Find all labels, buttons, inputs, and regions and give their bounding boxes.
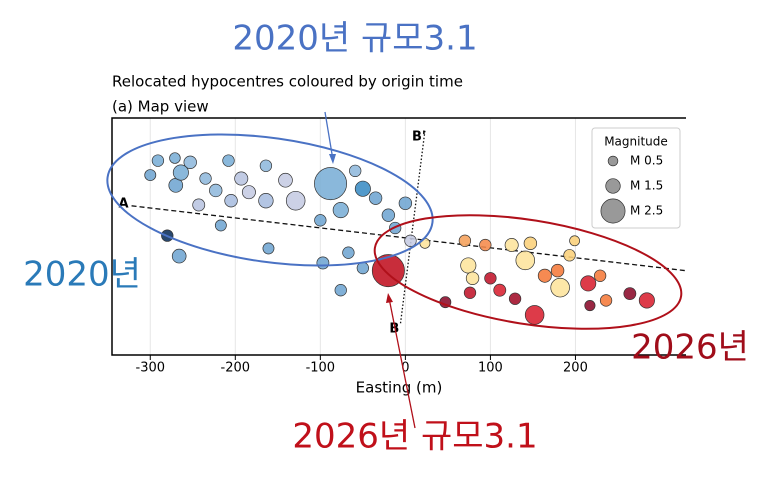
cluster-outline [106,133,434,267]
x-tick-label: -300 [136,361,166,376]
hypocentre [262,242,275,255]
hypocentre [371,254,405,288]
hypocentre [463,286,477,299]
hypocentre [508,292,522,305]
hypocentre [314,214,327,227]
hypocentre [524,305,545,325]
hypocentre [222,154,235,167]
hypocentre [623,287,637,301]
hypocentre [258,193,274,209]
hypocentre [458,234,472,247]
cluster-outline [373,214,683,330]
x-axis-label: Easting (m) [356,379,443,397]
legend-marker [600,198,626,224]
section-label: A [119,196,129,211]
hypocentre [580,275,597,292]
hypocentre [593,269,607,282]
hypocentre [183,155,197,170]
annotation: 2020년 [23,255,141,295]
hypocentre [537,268,552,283]
x-tick-label: 0 [401,361,409,376]
hypocentre [563,249,576,262]
x-tick-label: -100 [306,361,336,376]
hypocentre [169,152,181,164]
hypocentre [172,164,189,181]
hypocentre [599,294,613,307]
legend-label: M 0.5 [630,154,663,168]
hypocentre [224,194,238,208]
hypocentre [214,219,227,232]
hypocentre [342,246,355,259]
section-line [131,205,686,272]
arrow [324,111,334,161]
legend-label: M 2.5 [630,204,663,218]
hypocentre [569,235,580,247]
hypocentre [171,248,187,264]
hypocentre [192,198,206,212]
legend-marker [605,178,621,194]
hypocentre [332,202,349,219]
hypocentre [144,169,157,182]
hypocentre [515,250,536,271]
hypocentre [504,238,519,253]
hypocentre [523,236,538,250]
hypocentre [354,180,371,197]
hypocentre [465,271,480,285]
hypocentre [584,300,596,312]
annotation: 2026년 규모3.1 [292,417,537,457]
hypocentre [550,277,570,298]
annotation: 2020년 규모3.1 [232,19,477,59]
hypocentre [241,185,256,200]
chart-title: Relocated hypocentres coloured by origin… [112,73,463,91]
section-label: B' [412,129,426,144]
legend-title: Magnitude [604,135,668,149]
hypocentre [314,167,348,201]
hypocentre [479,238,492,252]
arrow [388,297,416,429]
plot-area: -300 -200 -100 0 100 200 A B' B Magnitude M 0.5 M 1… [111,117,686,376]
hypocentre [638,292,655,309]
hypocentre [381,208,396,222]
arrow-head [329,154,336,164]
arrow-head [386,293,393,303]
annotation: 2026년 [631,328,749,368]
hypocentre [151,154,165,167]
x-tick-label: -200 [221,361,251,376]
legend-label: M 1.5 [630,179,663,193]
hypocentre [199,172,212,185]
hypocentre [460,257,477,274]
chart-subtitle: (a) Map view [112,98,209,116]
hypocentre [493,283,507,297]
x-tick-label: 100 [478,361,503,376]
plot-frame [112,118,686,355]
hypocentre [278,172,293,188]
axis-frame [111,117,686,356]
hypocentre [234,171,249,186]
hypocentre [316,256,330,270]
hypocentre [209,183,223,198]
hypocentre [349,164,362,178]
hypocentre [398,196,413,210]
section-label: B [389,322,399,337]
hypocentre [550,263,565,278]
hypocentre [484,272,497,285]
hypocentre [368,191,383,205]
hypocentre [259,159,273,172]
hypocentre [334,284,347,297]
legend-marker [607,155,619,167]
section-line [399,130,426,326]
hypocentre [285,190,306,211]
hypocentre [404,234,417,247]
x-tick-label: 200 [563,361,588,376]
